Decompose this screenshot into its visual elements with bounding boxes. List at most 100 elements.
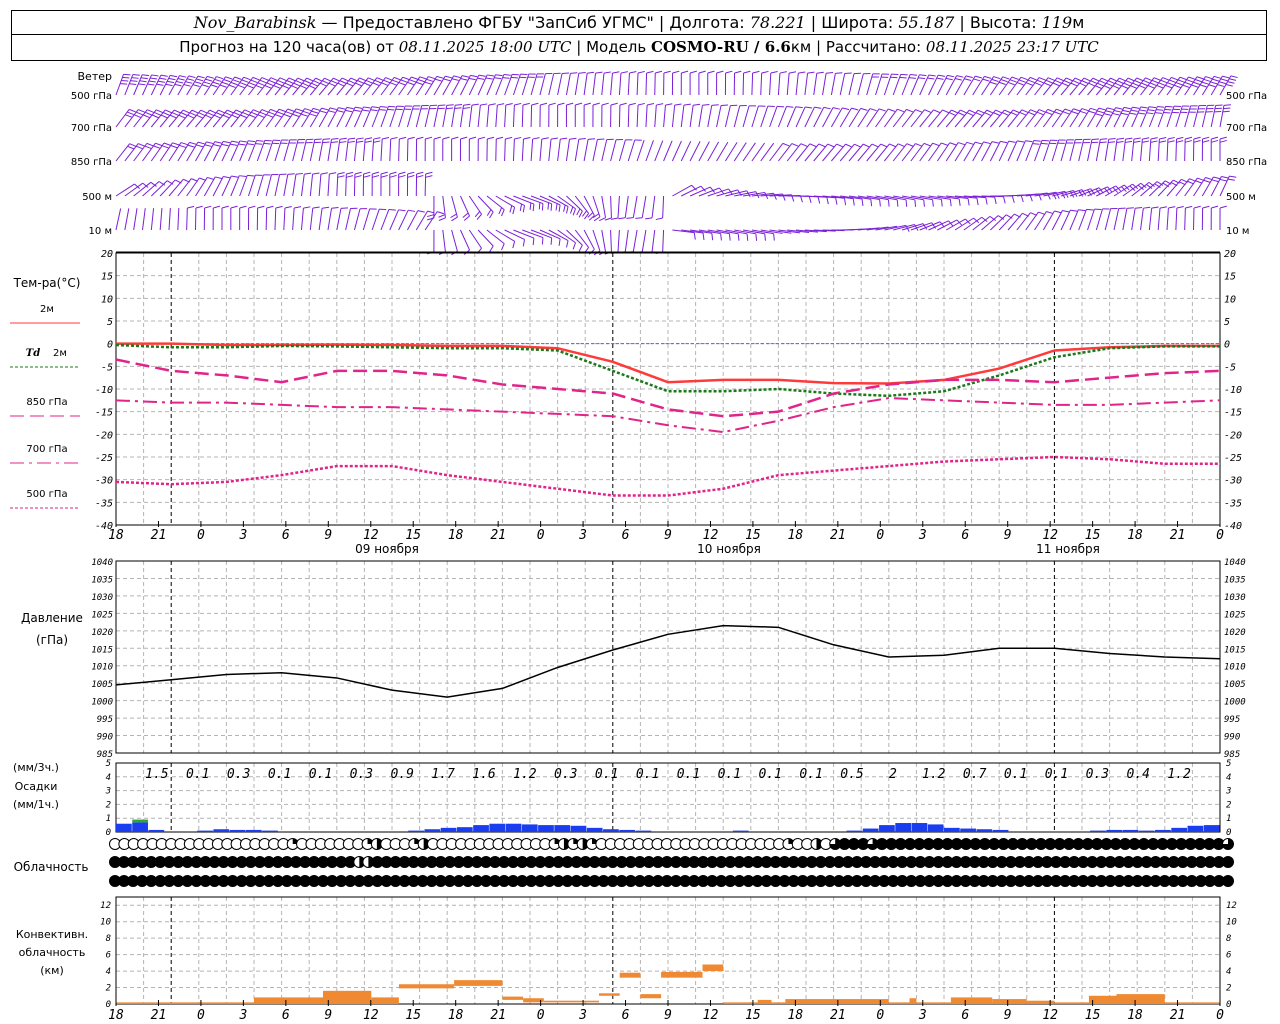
- wind-barb-feather: [315, 77, 323, 82]
- wind-barb: [936, 109, 952, 128]
- wind-barb: [504, 74, 513, 96]
- wind-barb: [248, 109, 263, 128]
- wind-barb-feather: [575, 102, 583, 106]
- wind-barb-feather: [1028, 111, 1036, 116]
- wind-barb-feather: [509, 205, 513, 213]
- wind-barb-feather: [275, 82, 283, 87]
- precip-bar: [375, 831, 392, 832]
- precip-total-3h: 0.1: [718, 767, 741, 782]
- wind-barb-feather: [993, 112, 1001, 116]
- conv-unit: (км): [40, 964, 64, 977]
- conv-bar: [702, 964, 724, 972]
- wind-barb-feather: [445, 75, 453, 79]
- wind-barb: [848, 195, 871, 200]
- wind-barb-feather: [598, 217, 606, 222]
- hour-label: 9: [1004, 528, 1012, 543]
- wind-barb: [345, 106, 356, 128]
- precip-bar: [944, 827, 960, 832]
- wind-barb: [795, 106, 806, 128]
- wind-barb: [221, 140, 232, 162]
- wind-barb-feather: [1191, 84, 1199, 88]
- precip-bar: [521, 824, 538, 832]
- temp-ytick-right: 10: [1224, 294, 1236, 305]
- pressure-ytick-right: 1020: [1224, 628, 1246, 638]
- hour-label: 6: [282, 528, 290, 543]
- hour-label: 12: [1042, 1008, 1058, 1023]
- wind-barb-feather: [328, 82, 336, 87]
- wind-barb-feather: [309, 85, 316, 90]
- wind-barb-feather: [1074, 77, 1082, 82]
- wind-barb: [265, 139, 274, 162]
- wind-barb: [1104, 107, 1117, 128]
- wind-barb: [875, 195, 898, 201]
- temp-legend-label: 500 гПа: [26, 489, 67, 500]
- wind-barb: [839, 73, 846, 96]
- wind-barb-feather: [800, 143, 808, 147]
- wind-barb-feather: [311, 82, 318, 87]
- wind-barb: [486, 195, 505, 211]
- wind-barb-feather: [569, 206, 574, 214]
- temp-legend-label: 2м: [53, 348, 67, 359]
- pressure-ytick-left: 995: [97, 715, 113, 725]
- wind-barb: [618, 73, 622, 96]
- wind-barb-feather: [1081, 108, 1089, 112]
- wind-barb-feather: [186, 78, 194, 81]
- wind-barb-feather: [957, 112, 965, 116]
- wind-barb-feather: [276, 111, 284, 115]
- wind-barb-feather: [1081, 80, 1089, 84]
- longitude-value: 78.221: [749, 13, 806, 32]
- wind-barb-feather: [225, 76, 233, 80]
- wind-barb: [654, 140, 664, 162]
- wind-barb: [954, 109, 970, 128]
- wind-barb-feather: [399, 136, 407, 140]
- wind-barb: [115, 143, 130, 162]
- conv-bar: [523, 998, 544, 1003]
- wind-barb-feather: [368, 77, 375, 82]
- wind-barb: [1210, 75, 1223, 96]
- wind-barb-feather: [173, 109, 181, 114]
- wind-barb-feather: [646, 70, 654, 74]
- wind-barb-feather: [587, 71, 595, 74]
- wind-barb: [1087, 77, 1103, 96]
- wind-barb: [424, 173, 427, 197]
- wind-barb: [698, 187, 720, 197]
- wind-barb-feather: [174, 83, 182, 87]
- wind-barb: [892, 74, 902, 96]
- conv-ytick-left: 0: [106, 1000, 111, 1010]
- wind-barb: [177, 109, 193, 128]
- wind-barb-feather: [1054, 111, 1062, 115]
- wind-barb-feather: [1010, 112, 1018, 116]
- temp-ytick-left: -40: [95, 521, 113, 532]
- wind-barb: [442, 105, 448, 128]
- wind-barb: [142, 74, 152, 96]
- wind-barb: [283, 174, 289, 197]
- wind-barb-feather: [1167, 82, 1175, 86]
- wind-barb: [1148, 139, 1152, 162]
- wind-barb-feather: [550, 237, 553, 245]
- precip-ytick-right: 3: [1225, 787, 1231, 797]
- wind-barb: [539, 229, 561, 240]
- wind-barb-feather: [1071, 111, 1079, 115]
- wind-barb: [1131, 106, 1142, 128]
- wind-barb-feather: [416, 175, 424, 178]
- wind-barb-feather: [924, 109, 932, 113]
- wind-barb-feather: [230, 205, 238, 209]
- wind-barb: [415, 210, 428, 231]
- wind-barb-feather: [572, 242, 576, 250]
- wind-barb-feather: [268, 79, 276, 84]
- wind-barb-feather: [380, 106, 388, 108]
- wind-barb-feather: [1202, 136, 1210, 140]
- wind-barb-feather: [1064, 108, 1072, 112]
- wind-barb-feather: [1020, 76, 1028, 81]
- wind-barb: [663, 105, 666, 128]
- hour-label: 6: [622, 1008, 630, 1023]
- wind-barb-feather: [330, 141, 338, 144]
- wind-barb-feather: [1090, 107, 1098, 111]
- wind-barb-feather: [691, 184, 697, 191]
- wind-barb: [150, 109, 166, 128]
- wind-barb: [1219, 105, 1225, 128]
- wind-barb-feather: [1150, 140, 1158, 143]
- wind-barb-feather: [1164, 108, 1172, 111]
- wind-barb: [565, 139, 571, 162]
- wind-barb-feather: [1176, 136, 1184, 140]
